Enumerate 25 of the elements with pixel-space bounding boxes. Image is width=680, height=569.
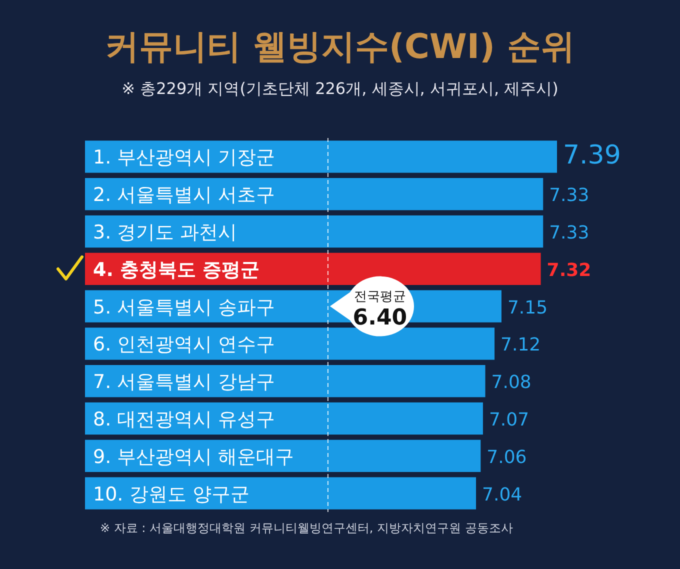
y-tick-label: 3. 경기도 과천시 (93, 222, 238, 244)
data-label: 7.07 (488, 410, 530, 430)
data-label: 7.39 (563, 140, 621, 171)
y-tick-label: 6. 인천광역시 연수구 (93, 334, 276, 356)
data-label: 7.33 (549, 185, 590, 206)
data-label: 7.33 (549, 222, 590, 244)
data-label: 7.12 (500, 334, 541, 356)
y-tick-label: 9. 부산광역시 해운대구 (93, 446, 294, 468)
y-tick-label: 8. 대전광역시 유성구 (93, 408, 276, 430)
text: ※ 자료 : 서울대행정대학원 커뮤니티웰빙연구센터, 지방자치연구원 공동조사 (100, 521, 513, 535)
data-label: 7.06 (486, 446, 527, 468)
chart-subtitle: ※ 총229개 지역(기초단체 226개, 세종시, 서귀포시, 제주시) (122, 79, 558, 98)
data-label: 7.08 (491, 372, 532, 394)
data-label: 7.15 (507, 297, 548, 318)
y-tick-label: 10. 강원도 양구군 (93, 483, 250, 506)
y-tick-label: 7. 서울특별시 강남구 (93, 371, 276, 394)
y-tick-label: 4. 충청북도 증평군 (93, 258, 260, 281)
y-tick-label: 2. 서울특별시 서초구 (93, 184, 276, 206)
data-label: 7.32 (546, 260, 592, 281)
y-tick-label: 1. 부산광역시 기장군 (93, 146, 276, 169)
y-tick-label: 5. 서울특별시 송파구 (93, 296, 276, 318)
callout: 전국평균 6.40 (330, 276, 414, 336)
ref-line-label: 전국평균 6.40 (352, 289, 408, 330)
chart-title: 커뮤니티 웰빙지수(CWI) 순위 (105, 27, 575, 67)
data-label: 7.04 (482, 484, 522, 506)
